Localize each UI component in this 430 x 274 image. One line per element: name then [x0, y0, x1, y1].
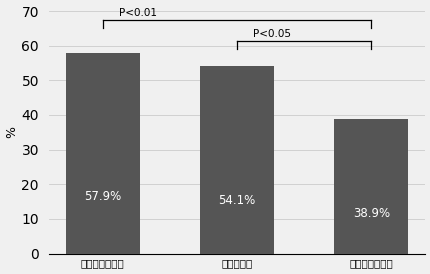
Text: 57.9%: 57.9%	[84, 190, 121, 203]
Text: P<0.05: P<0.05	[252, 29, 291, 39]
Bar	[66, 53, 139, 253]
Y-axis label: %: %	[6, 126, 18, 138]
Text: P<0.01: P<0.01	[119, 8, 157, 18]
Bar	[334, 119, 407, 253]
Text: 38.9%: 38.9%	[352, 207, 389, 220]
Bar	[200, 66, 273, 253]
Text: 54.1%: 54.1%	[218, 194, 255, 207]
